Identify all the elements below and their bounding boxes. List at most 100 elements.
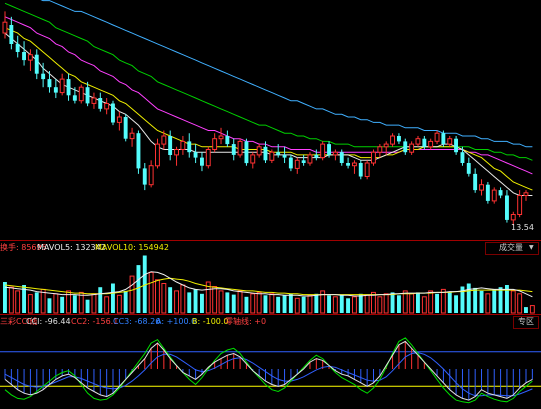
volume-bar bbox=[473, 287, 478, 313]
volume-bar bbox=[98, 287, 103, 313]
volume-bar bbox=[225, 292, 230, 313]
candle-body bbox=[441, 133, 446, 144]
volume-bar bbox=[377, 296, 383, 314]
cc3-line bbox=[4, 352, 533, 397]
volume-bar bbox=[466, 283, 471, 313]
volume-bar bbox=[294, 297, 300, 314]
volume-bar bbox=[447, 292, 452, 313]
volume-bar bbox=[22, 285, 26, 313]
candle-body bbox=[72, 95, 77, 101]
chevron-down-icon: ▼ bbox=[529, 244, 534, 251]
candle-body bbox=[155, 143, 160, 167]
volume-bar bbox=[27, 294, 33, 314]
candle-body bbox=[250, 154, 256, 164]
candle-body bbox=[91, 97, 97, 104]
volume-bar bbox=[148, 271, 154, 314]
volume-bar bbox=[180, 284, 186, 314]
cci-chart[interactable] bbox=[0, 327, 541, 409]
volume-pane[interactable] bbox=[0, 253, 541, 314]
candle-body bbox=[212, 138, 218, 150]
level-b-label: B: -100.0 bbox=[192, 317, 229, 326]
candle-body bbox=[479, 184, 485, 191]
ma-yellow-line bbox=[4, 27, 533, 191]
volume-bar bbox=[485, 293, 491, 314]
volume-bar bbox=[454, 295, 458, 313]
volume-bar bbox=[168, 287, 173, 313]
volume-bar bbox=[492, 289, 497, 313]
zero-line-label: 零轴线: +0 bbox=[225, 317, 267, 326]
candle-body bbox=[180, 140, 186, 150]
volume-bar bbox=[123, 290, 128, 313]
candle-body bbox=[9, 25, 14, 44]
volume-bar bbox=[282, 295, 287, 313]
volume-header: 换手: 85695 MAVOL5: 132342 MAVOL10: 154942… bbox=[0, 240, 541, 255]
candle-body bbox=[460, 152, 465, 163]
candle-body bbox=[104, 103, 110, 110]
volume-bar bbox=[371, 291, 376, 314]
candle-body bbox=[200, 157, 204, 166]
candle-body bbox=[129, 132, 135, 140]
volume-bar bbox=[3, 282, 7, 313]
candle-body bbox=[205, 149, 211, 167]
volume-bar bbox=[397, 295, 401, 313]
volume-bar bbox=[390, 292, 395, 313]
volume-chart[interactable] bbox=[0, 253, 541, 314]
ma-white-line bbox=[4, 32, 533, 196]
candle-body bbox=[307, 154, 313, 164]
volume-bar bbox=[104, 296, 110, 314]
volume-bar bbox=[301, 296, 306, 313]
volume-bar bbox=[116, 294, 122, 314]
cci-title-label: 三彩CCI线 bbox=[0, 317, 38, 326]
candle-body bbox=[2, 21, 8, 34]
volume-bar bbox=[479, 290, 484, 313]
low-price-label: 13.54 bbox=[511, 223, 534, 232]
cci-header: 三彩CCI线 CCI: -96.44 CC2: -156.1 CC3: -68.… bbox=[0, 314, 541, 329]
candle-body bbox=[314, 154, 319, 158]
candle-body bbox=[332, 151, 338, 156]
ma-green-line bbox=[4, 2, 533, 161]
candle-body bbox=[187, 141, 192, 153]
candle-body bbox=[320, 143, 326, 159]
volume-bar bbox=[237, 290, 243, 314]
candle-body bbox=[447, 138, 453, 145]
cc2-line bbox=[4, 337, 533, 404]
volume-bar bbox=[314, 293, 319, 313]
volume-bar bbox=[136, 265, 141, 313]
candle-body bbox=[218, 135, 224, 140]
candle-body bbox=[161, 135, 167, 145]
volume-bar bbox=[205, 281, 211, 314]
volume-bar bbox=[505, 285, 509, 313]
price-pane[interactable]: 13.54 bbox=[0, 0, 541, 240]
cci-pane[interactable] bbox=[0, 327, 541, 409]
candlestick-chart[interactable] bbox=[0, 0, 541, 240]
candle-body bbox=[473, 173, 478, 191]
volume-bar bbox=[174, 290, 180, 314]
volume-bar bbox=[263, 295, 268, 313]
candle-body bbox=[434, 132, 440, 142]
volume-bar bbox=[288, 293, 293, 313]
volume-bar bbox=[529, 305, 535, 314]
candle-body bbox=[15, 43, 20, 52]
volume-bar bbox=[78, 291, 84, 314]
candle-body bbox=[510, 214, 516, 221]
zone-tab[interactable]: 专区 bbox=[513, 316, 539, 329]
volume-bar bbox=[402, 290, 408, 314]
volume-bar bbox=[352, 296, 357, 314]
volume-bar bbox=[85, 299, 90, 313]
volume-bar bbox=[416, 292, 420, 313]
volume-bar bbox=[269, 293, 275, 314]
volume-bar bbox=[332, 296, 338, 314]
candle-body bbox=[301, 160, 306, 163]
candle-body bbox=[78, 86, 84, 102]
candle-body bbox=[428, 140, 434, 148]
candle-body bbox=[168, 136, 173, 155]
candle-body bbox=[34, 54, 39, 74]
candle-body bbox=[85, 87, 90, 104]
volume-bar bbox=[421, 296, 427, 314]
volume-ma5-line bbox=[4, 271, 533, 298]
indicator-selector[interactable]: 成交量 ▼ bbox=[485, 242, 539, 255]
candle-body bbox=[415, 138, 421, 145]
candle-body bbox=[59, 78, 65, 94]
volume-bar bbox=[212, 286, 218, 314]
volume-bar bbox=[193, 289, 198, 313]
